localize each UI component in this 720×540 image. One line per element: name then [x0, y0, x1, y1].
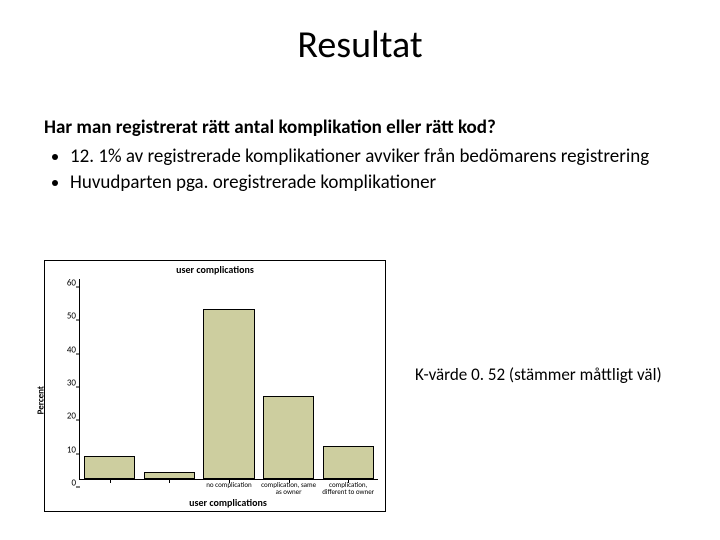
y-tick: 50 — [50, 312, 76, 321]
y-axis-label: Percent — [36, 386, 47, 414]
x-tick-label: complication, same as owner — [259, 479, 319, 496]
y-tick: 30 — [50, 379, 76, 388]
body-question: Har man registrerat rätt antal komplikat… — [44, 116, 676, 141]
list-item: Huvudparten pga. oregistrerade komplikat… — [70, 171, 676, 196]
slide-title: Resultat — [0, 22, 720, 68]
slide: Resultat Har man registrerat rätt antal … — [0, 0, 720, 540]
x-tick-label: complication, different to owner — [318, 479, 378, 496]
y-tick: 10 — [50, 445, 76, 454]
bar — [84, 456, 135, 479]
y-tick: 20 — [50, 412, 76, 421]
y-tick: 40 — [50, 345, 76, 354]
bar-chart: user complications Percent 0102030405060… — [44, 260, 386, 512]
y-tick: 0 — [50, 479, 76, 488]
x-tick — [169, 479, 170, 483]
k-value-text: K-värde 0. 52 (stämmer måttligt väl) — [415, 364, 662, 385]
slide-body: Har man registrerat rätt antal komplikat… — [44, 116, 676, 198]
plot-area: 0102030405060no complicationcomplication… — [79, 279, 378, 480]
bar — [144, 472, 195, 479]
bar — [203, 309, 254, 479]
bar — [323, 446, 374, 479]
bullet-list: 12. 1% av registrerade komplikationer av… — [44, 145, 676, 196]
bar — [263, 396, 314, 479]
x-tick — [110, 479, 111, 483]
x-axis-label: user complications — [79, 496, 377, 509]
x-tick-label: no complication — [199, 479, 259, 488]
y-tick: 60 — [50, 279, 76, 288]
chart-title: user complications — [45, 263, 385, 276]
list-item: 12. 1% av registrerade komplikationer av… — [70, 145, 676, 170]
